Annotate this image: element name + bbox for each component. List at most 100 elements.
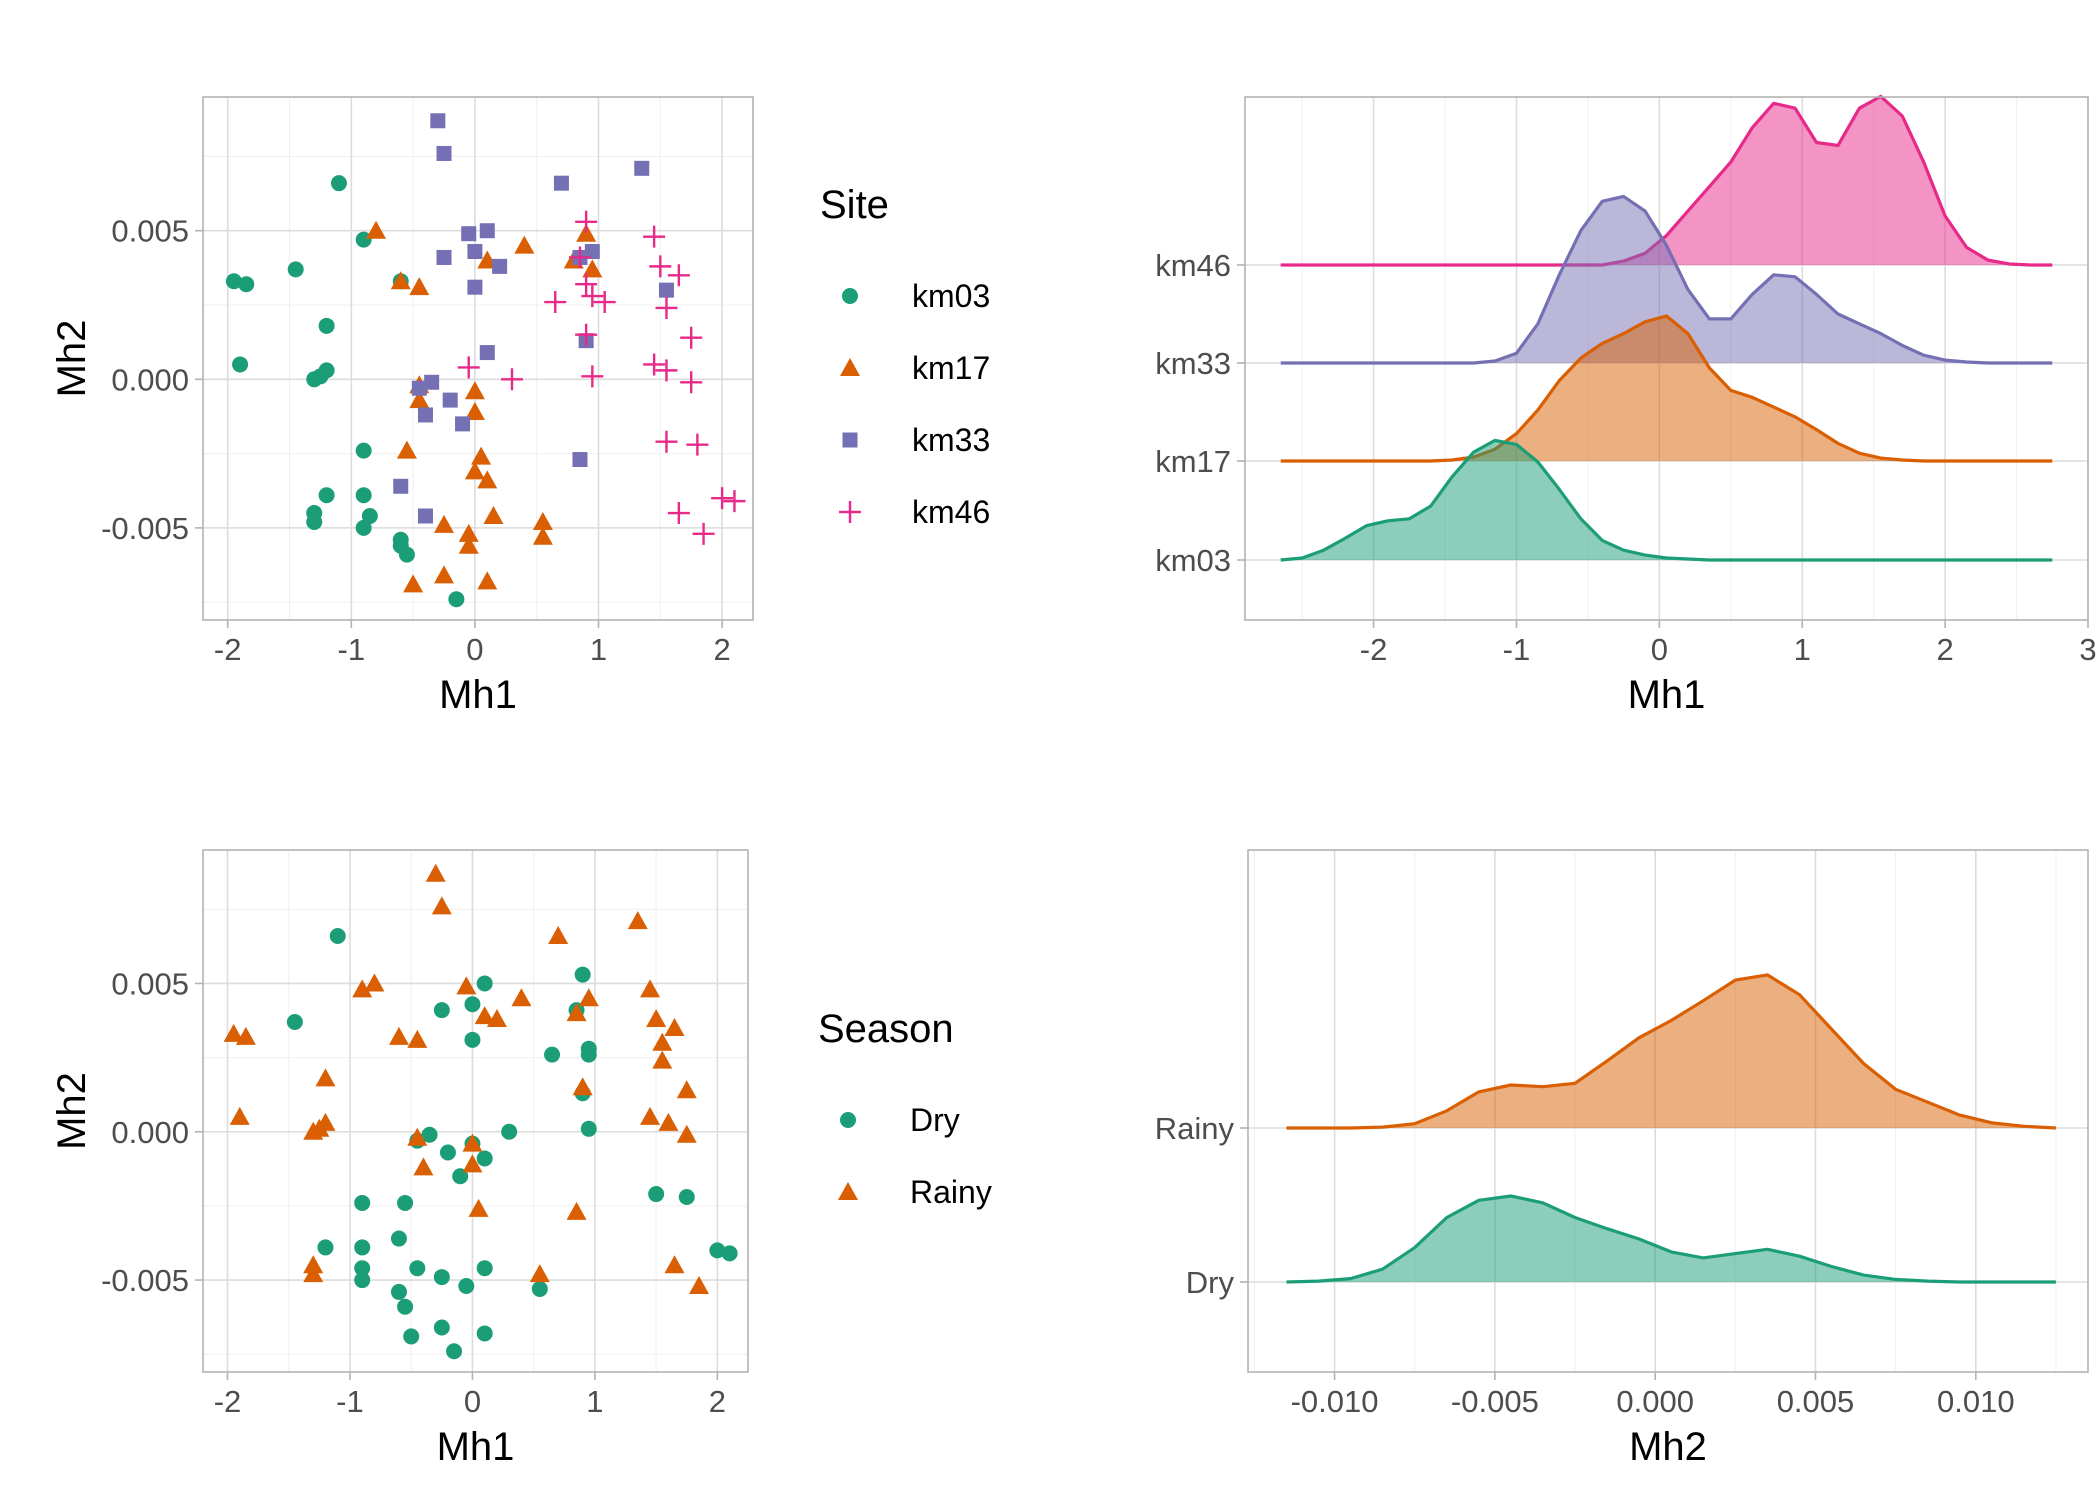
data-point [223,1023,244,1042]
data-point [723,490,746,513]
data-point [390,271,411,290]
data-point [464,996,481,1013]
data-point [403,1328,420,1345]
data-point [584,244,600,260]
data-point [458,1277,475,1294]
legend-title: Site [820,183,889,227]
legend-key-km17 [840,358,860,376]
data-point [355,519,372,536]
data-point [572,452,588,468]
data-point [462,1154,483,1173]
legend-label-km17: km17 [912,350,990,386]
y-tick-label: Dry [1186,1265,1235,1300]
data-point [306,371,323,388]
data-point [229,1106,250,1125]
ridge-km33 [1280,194,2053,365]
data-point [532,511,553,530]
x-tick-label: 0.000 [1616,1384,1694,1419]
data-point [575,210,598,233]
data-point [676,1124,697,1143]
data-point [689,1275,710,1294]
data-point [514,235,535,254]
data-point [424,374,440,390]
data-point [553,175,569,191]
data-point [544,1046,561,1063]
x-tick-label: 1 [586,1384,603,1419]
data-point [303,1121,324,1140]
y-tick-label: km46 [1155,248,1231,283]
data-point [436,249,452,265]
data-point [467,279,483,295]
x-tick-label: 1 [590,632,607,667]
legend-label-Dry: Dry [910,1102,960,1138]
data-point [464,381,485,400]
ridge-area-km46 [1280,96,2053,266]
ridge-line-Dry [1286,1194,2056,1284]
data-point [476,1150,493,1167]
data-point [417,407,433,423]
data-point [397,1298,414,1315]
y-tick-label: -0.005 [101,1263,189,1298]
legend: Site km03 km17 km33 km46 [820,183,990,530]
data-point [390,1230,407,1247]
data-point [464,401,485,420]
data-point [431,896,452,915]
data-point [329,928,346,945]
data-point [232,356,249,373]
legend-label-km03: km03 [912,278,990,314]
data-point [680,326,703,349]
legend-entry-km33: km33 [842,422,990,458]
data-point [711,487,734,510]
data-point [667,264,690,287]
data-point [403,574,424,593]
data-point [354,1194,371,1211]
data-point [578,988,599,1007]
ridge-area-km17 [1280,316,2053,461]
data-point [479,345,495,361]
data-point [658,1112,679,1131]
x-tick-label: 1 [1794,632,1811,667]
data-point [709,1242,726,1259]
data-point [354,1239,371,1256]
data-point [575,323,598,346]
data-point [477,571,498,590]
ridge-area-km33 [1280,196,2053,363]
data-point [433,1319,450,1336]
legend-key-km03 [842,288,858,304]
data-point [575,273,598,296]
data-point [532,526,553,545]
legend-title: Season [818,1007,954,1051]
x-tick-label: 0 [1651,632,1668,667]
y-tick-label: 0.000 [111,362,189,397]
data-point [667,502,690,525]
data-point [286,1014,303,1031]
data-point [474,1006,495,1025]
ridge-line-km33 [1280,194,2053,365]
data-point [646,1009,667,1028]
data-point [354,1260,371,1277]
data-point [457,356,480,379]
data-point [464,1031,481,1048]
data-point [355,442,372,459]
panel-border [1247,849,2089,1373]
data-point [531,1280,548,1297]
season-scatter: -2 -1 0 1 2 -0.005 0.000 0.005 Mh1 Mh2 Season Dry Ra… [50,849,992,1469]
x-tick-label: -1 [1503,632,1531,667]
data-point [511,988,532,1007]
data-point [448,591,465,608]
site-scatter: -2 -1 0 1 2 -0.005 0.000 0.005 Mh1 Mh2 Site km03 km1… [50,96,990,717]
data-point [652,1032,673,1051]
data-point [643,353,666,376]
x-tick-label: -0.005 [1451,1384,1539,1419]
x-axis-title: Mh1 [437,1425,515,1469]
ridge-area-km03 [1280,440,2053,560]
data-point [486,1009,507,1028]
legend-entry-Dry: Dry [840,1102,960,1138]
data-point [303,1264,324,1283]
data-point [355,231,372,248]
data-point [721,1245,738,1262]
data-point [476,975,493,992]
data-point [655,359,678,382]
data-point [548,926,569,945]
x-tick-label: 3 [2079,632,2096,667]
